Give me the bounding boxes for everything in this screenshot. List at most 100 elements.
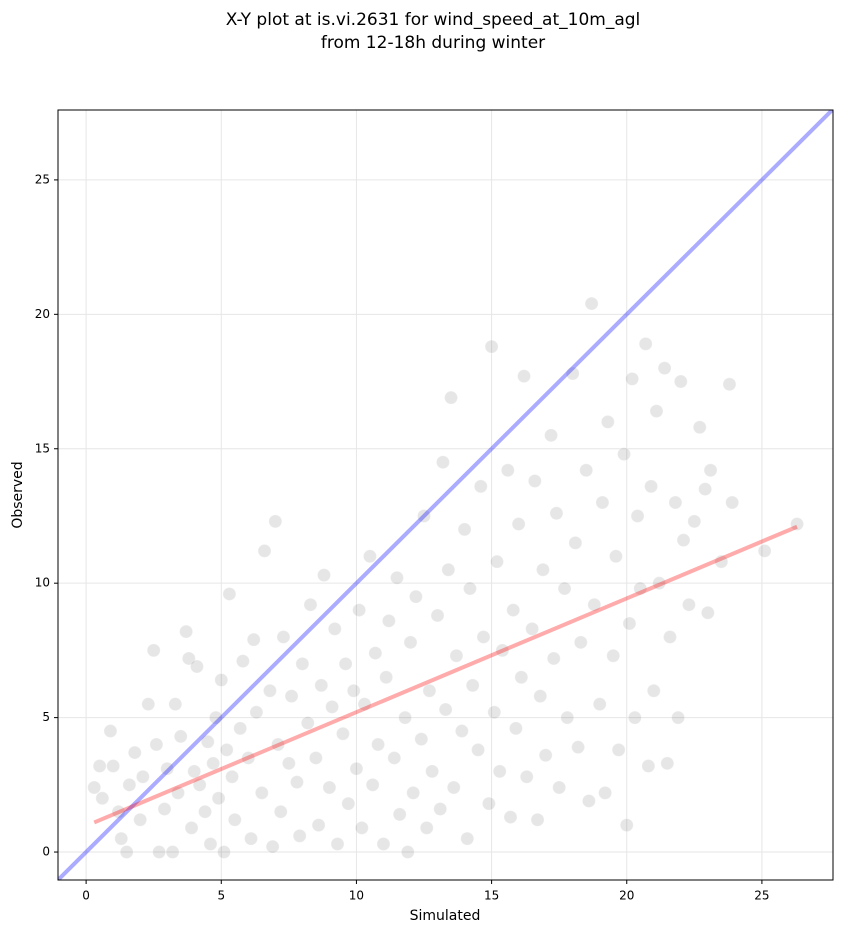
y-axis-label: Observed: [10, 461, 26, 528]
y-tick-label: 25: [35, 172, 50, 186]
point: [549, 506, 564, 521]
x-tick-label: 20: [619, 889, 634, 903]
point: [227, 812, 242, 827]
point: [403, 635, 418, 650]
chart-subtitle: from 12-18h during winter: [321, 33, 545, 53]
point: [584, 296, 599, 311]
point: [254, 785, 269, 800]
point: [189, 659, 204, 674]
point: [87, 780, 102, 795]
point: [241, 750, 256, 765]
point: [184, 820, 199, 835]
point: [327, 621, 342, 636]
fit-line: [93, 524, 798, 825]
point: [592, 697, 607, 712]
point: [316, 568, 331, 583]
point: [568, 535, 583, 550]
point: [673, 374, 688, 389]
point: [303, 597, 318, 612]
point: [233, 721, 248, 736]
point: [284, 689, 299, 704]
point: [627, 710, 642, 725]
point: [389, 570, 404, 585]
point: [481, 796, 496, 811]
point: [271, 737, 286, 752]
point: [168, 697, 183, 712]
y-tick-label: 15: [35, 441, 50, 455]
point: [625, 371, 640, 386]
point: [449, 648, 464, 663]
point: [457, 522, 472, 537]
point: [357, 697, 372, 712]
point: [216, 845, 231, 860]
point: [95, 791, 110, 806]
point: [192, 777, 207, 792]
point: [392, 807, 407, 822]
point: [114, 831, 129, 846]
point: [633, 581, 648, 596]
point: [257, 543, 272, 558]
point: [611, 742, 626, 757]
point: [462, 581, 477, 596]
chart-title: X-Y plot at is.vi.2631 for wind_speed_at…: [226, 10, 641, 30]
point: [471, 742, 486, 757]
point: [346, 683, 361, 698]
point: [398, 710, 413, 725]
point: [530, 812, 545, 827]
point: [262, 683, 277, 698]
point: [152, 845, 167, 860]
point: [408, 589, 423, 604]
point: [352, 603, 367, 618]
point: [422, 683, 437, 698]
point: [300, 715, 315, 730]
point: [492, 764, 507, 779]
point: [681, 597, 696, 612]
point: [122, 777, 137, 792]
point: [246, 632, 261, 647]
point: [441, 562, 456, 577]
point: [500, 463, 515, 478]
point: [503, 810, 518, 825]
point: [365, 777, 380, 792]
point: [725, 495, 740, 510]
point: [203, 836, 218, 851]
point: [119, 845, 134, 860]
point: [133, 812, 148, 827]
point: [208, 710, 223, 725]
point: [473, 479, 488, 494]
point: [160, 761, 175, 776]
point: [546, 651, 561, 666]
point: [533, 689, 548, 704]
point: [381, 613, 396, 628]
point: [446, 780, 461, 795]
point: [657, 361, 672, 376]
point: [330, 836, 345, 851]
point: [368, 646, 383, 661]
point: [314, 678, 329, 693]
point: [400, 845, 415, 860]
point: [214, 672, 229, 687]
plot-area: [58, 110, 833, 880]
point: [722, 377, 737, 392]
point: [406, 785, 421, 800]
point: [322, 780, 337, 795]
x-tick-label: 25: [754, 889, 769, 903]
point: [662, 629, 677, 644]
point: [527, 474, 542, 489]
point: [476, 629, 491, 644]
x-tick-label: 15: [484, 889, 499, 903]
point: [698, 482, 713, 497]
point: [181, 651, 196, 666]
point: [652, 576, 667, 591]
point: [495, 643, 510, 658]
point: [387, 750, 402, 765]
point: [265, 839, 280, 854]
point: [668, 495, 683, 510]
point: [638, 336, 653, 351]
point: [465, 678, 480, 693]
x-tick-label: 10: [349, 889, 364, 903]
point: [489, 554, 504, 569]
point: [414, 732, 429, 747]
point: [281, 756, 296, 771]
